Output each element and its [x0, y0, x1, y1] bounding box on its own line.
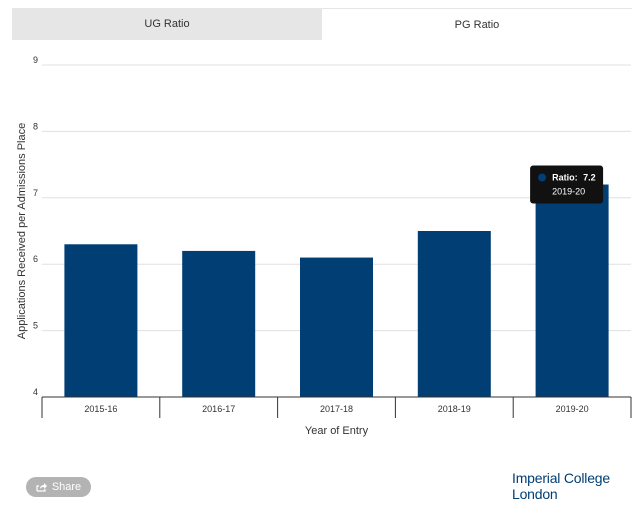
x-tick-label: 2015-16: [84, 404, 117, 414]
gridlines: [42, 64, 631, 332]
tab-pg-ratio[interactable]: PG Ratio: [322, 8, 632, 40]
bar-2019-20[interactable]: [535, 184, 609, 397]
y-tick-label: 5: [33, 321, 38, 331]
y-tick-label: 6: [33, 254, 38, 264]
x-axis: [41, 396, 632, 418]
x-tick-label: 2019-20: [556, 404, 589, 414]
y-tick-labels: 4 5 6 7 8 9: [33, 55, 38, 397]
x-tick-label: 2018-19: [438, 404, 471, 414]
y-tick-label: 9: [33, 55, 38, 65]
y-axis-label: Applications Received per Admissions Pla…: [16, 123, 28, 339]
y-tick-label: 4: [33, 387, 38, 397]
tooltip-value: 7.2: [583, 173, 596, 183]
bars: [64, 184, 609, 397]
share-label: Share: [51, 481, 82, 493]
x-tick-labels: 2015-16 2016-17 2017-18 2018-19 2019-20: [84, 404, 588, 414]
svg-text:Ratio: 7.2: Ratio: 7.2: [552, 173, 596, 183]
x-tick-label: 2017-18: [320, 404, 353, 414]
x-tick-label: 2016-17: [202, 404, 235, 414]
bar-2016-17[interactable]: [182, 250, 256, 397]
x-axis-label: Year of Entry: [305, 425, 369, 437]
tooltip: Ratio: 7.2 2019-20: [530, 165, 604, 204]
tab-ug-ratio[interactable]: UG Ratio: [12, 8, 322, 40]
bar-2018-19[interactable]: [417, 231, 491, 397]
tooltip-label: Ratio:: [552, 173, 578, 183]
logo-line-2: London: [512, 486, 558, 502]
share-icon: [36, 483, 47, 492]
y-tick-label: 8: [33, 121, 38, 131]
bar-chart: 4 5 6 7 8 9 2015-16 2016-17 2017-18 2018-19 2019-…: [16, 55, 632, 437]
tooltip-category: 2019-20: [552, 187, 585, 197]
imperial-college-logo: Imperial College London: [512, 470, 610, 502]
tooltip-marker: [538, 173, 547, 182]
share-button[interactable]: Share: [26, 477, 91, 497]
bar-2017-18[interactable]: [300, 257, 373, 397]
bar-2015-16[interactable]: [64, 244, 138, 397]
ratio-tabs: UG Ratio PG Ratio: [12, 8, 632, 40]
logo-line-1: Imperial College: [512, 470, 610, 486]
y-tick-label: 7: [33, 188, 38, 198]
